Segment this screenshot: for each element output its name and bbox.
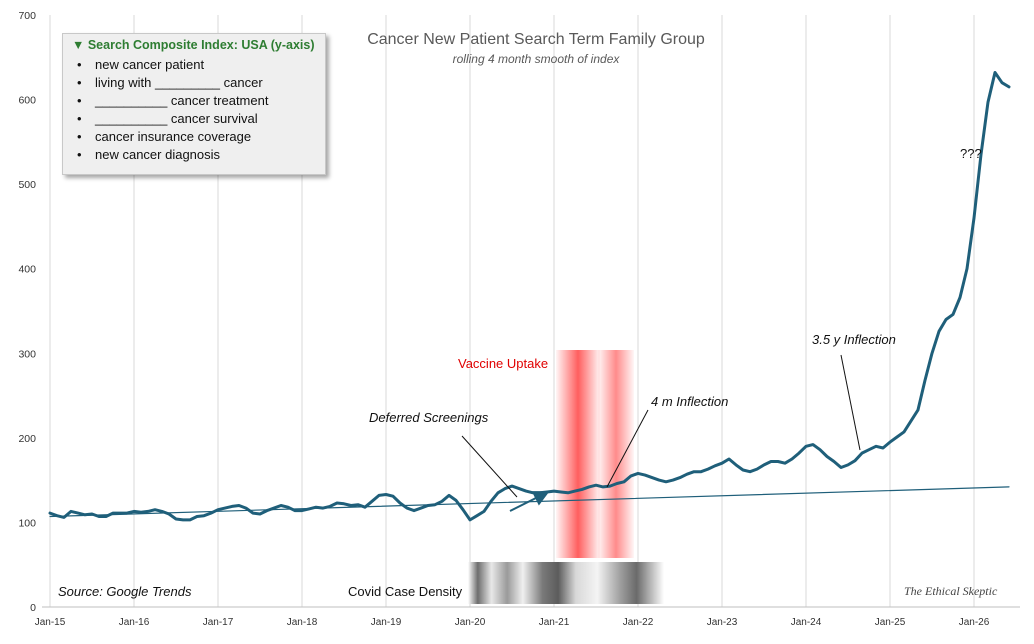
legend-item: __________ cancer treatment [73,92,268,110]
legend-item: cancer insurance coverage [73,128,268,146]
legend-item: living with _________ cancer [73,74,268,92]
deferred-screenings-label: Deferred Screenings [369,410,489,425]
legend-item: new cancer patient [73,56,268,74]
annotation-lines [461,354,861,498]
question-label: ??? [960,146,982,161]
y-tick-label: 200 [18,433,36,445]
chart-title: Cancer New Patient Search Term Family Gr… [367,31,705,48]
y-tick-label: 300 [18,348,36,360]
chart-subtitle: rolling 4 month smooth of index [452,52,620,66]
three-five-y-inflection-label: 3.5 y Inflection [812,332,896,347]
y-tick-label: 100 [18,517,36,529]
legend-item: __________ cancer survival [73,110,268,128]
y-tick-label: 700 [18,10,36,22]
x-tick-label: Jan-24 [791,617,822,628]
legend-title: ▼ Search Composite Index: USA (y-axis) [72,38,315,52]
legend-box: ▼ Search Composite Index: USA (y-axis) n… [62,33,326,175]
y-tick-label: 0 [30,602,36,614]
rebound-arrow [509,491,550,512]
x-tick-label: Jan-23 [707,617,738,628]
x-tick-label: Jan-15 [35,617,66,628]
four-m-inflection-label: 4 m Inflection [651,394,729,409]
watermark: The Ethical Skeptic [904,584,998,598]
four-m-inflection-pointer [606,409,649,488]
x-tick-label: Jan-19 [371,617,402,628]
x-tick-label: Jan-20 [455,617,486,628]
axes: Jan-15 Jan-16 Jan-17 Jan-18 Jan-19 Jan-20 Jan-… [18,10,1020,628]
vaccine-uptake-label: Vaccine Uptake [458,356,549,371]
vaccine-uptake-band [598,350,634,558]
x-tick-label: Jan-22 [623,617,654,628]
three-five-y-inflection-pointer [840,354,861,451]
covid-density-band [468,562,664,604]
vaccine-uptake-band [556,350,600,558]
x-tick-label: Jan-17 [203,617,234,628]
shaded-bands [468,350,664,604]
search-index-line [48,71,1011,522]
x-tick-label: Jan-21 [539,617,570,628]
x-tick-label: Jan-18 [287,617,318,628]
source-note: Source: Google Trends [58,584,192,599]
x-tick-label: Jan-16 [119,617,150,628]
y-tick-label: 400 [18,264,36,276]
y-tick-label: 600 [18,95,36,107]
covid-density-label: Covid Case Density [348,584,463,599]
x-tick-label: Jan-25 [875,617,906,628]
x-tick-label: Jan-26 [959,617,990,628]
deferred-screenings-pointer [461,435,518,498]
legend-list: new cancer patient living with _________… [73,56,268,164]
legend-item: new cancer diagnosis [73,146,268,164]
y-tick-label: 500 [18,179,36,191]
